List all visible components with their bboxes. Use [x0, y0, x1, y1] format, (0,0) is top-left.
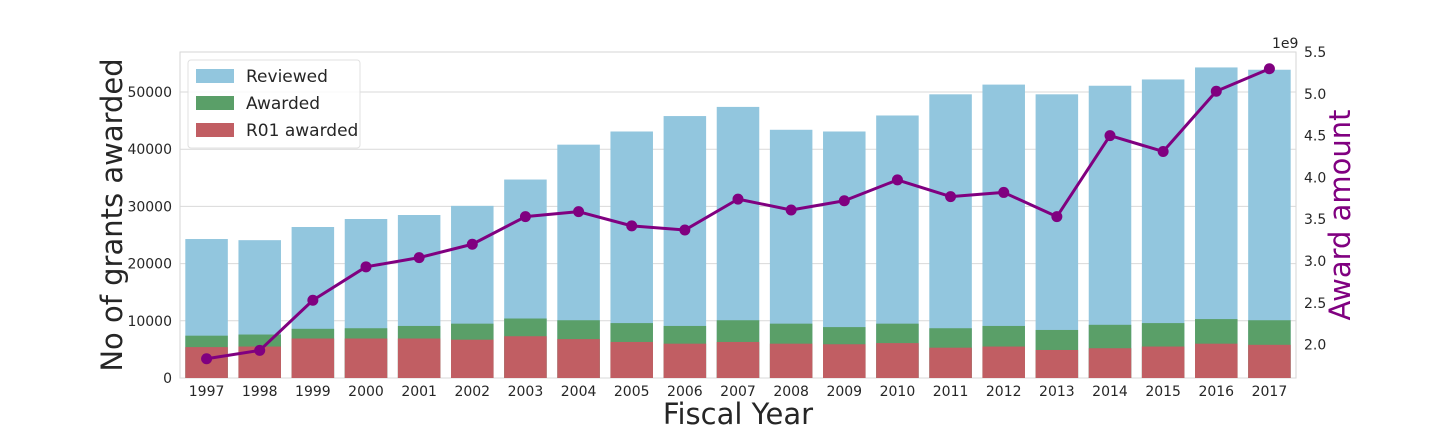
legend-swatch-r01-awarded: [196, 123, 234, 137]
award-point-2001: [413, 252, 425, 264]
bar-r01-awarded-2009: [823, 344, 866, 378]
award-point-2016: [1210, 85, 1222, 97]
bar-r01-awarded-2007: [716, 341, 760, 378]
xtick-label-2006: 2006: [667, 384, 703, 400]
ytick-label-1: 10000: [127, 314, 172, 330]
award-point-2013: [1051, 211, 1063, 223]
bar-r01-awarded-2016: [1195, 343, 1238, 378]
award-point-2007: [732, 193, 744, 205]
bar-r01-awarded-2006: [663, 343, 707, 378]
bar-r01-awarded-2004: [557, 339, 600, 378]
ytick-label-2: 20000: [127, 257, 172, 273]
bar-r01-awarded-2014: [1088, 348, 1132, 378]
y2-axis-title: Award amount: [1323, 109, 1357, 320]
award-point-2015: [1157, 145, 1169, 157]
x-axis-title: Fiscal Year: [663, 397, 813, 431]
xtick-label-2011: 2011: [933, 384, 969, 400]
award-point-2010: [891, 174, 903, 186]
award-point-2000: [360, 261, 372, 273]
xtick-label-2010: 2010: [880, 384, 916, 400]
award-point-2009: [838, 195, 850, 207]
y2-offset-label: 1e9: [1272, 36, 1298, 52]
award-point-2012: [998, 186, 1010, 198]
y2tick-label-7: 5.5: [1304, 45, 1326, 61]
xtick-label-2009: 2009: [826, 384, 862, 400]
y2tick-label-6: 5.0: [1304, 87, 1326, 103]
xtick-label-2012: 2012: [986, 384, 1022, 400]
xtick-label-2017: 2017: [1252, 384, 1288, 400]
bar-r01-awarded-2003: [504, 336, 547, 378]
legend-swatch-awarded: [196, 96, 234, 110]
ytick-label-3: 30000: [127, 199, 172, 215]
xtick-label-2001: 2001: [401, 384, 437, 400]
bar-r01-awarded-1999: [291, 338, 335, 378]
xtick-label-2003: 2003: [508, 384, 544, 400]
bar-r01-awarded-2010: [876, 343, 919, 378]
xtick-label-2004: 2004: [561, 384, 597, 400]
legend-label-reviewed: Reviewed: [246, 67, 328, 87]
bar-r01-awarded-2013: [1035, 349, 1079, 378]
award-point-2004: [573, 206, 585, 218]
bar-r01-awarded-2017: [1248, 344, 1291, 378]
xtick-label-2007: 2007: [720, 384, 756, 400]
y2tick-label-2: 3.0: [1304, 254, 1326, 270]
y2tick-label-1: 2.5: [1304, 296, 1326, 312]
xtick-label-2013: 2013: [1039, 384, 1075, 400]
bar-r01-awarded-2002: [451, 339, 494, 378]
ytick-label-4: 40000: [127, 142, 172, 158]
xtick-label-1999: 1999: [295, 384, 331, 400]
xtick-label-2000: 2000: [348, 384, 384, 400]
legend-label-awarded: Awarded: [246, 94, 320, 114]
award-point-2002: [466, 238, 478, 250]
award-point-2005: [626, 220, 638, 232]
bar-r01-awarded-2001: [397, 338, 441, 378]
bar-r01-awarded-2012: [982, 346, 1025, 378]
xtick-label-1997: 1997: [189, 384, 225, 400]
award-point-2003: [519, 211, 531, 223]
ytick-label-0: 0: [163, 371, 172, 387]
award-point-1999: [307, 294, 319, 306]
xtick-label-2005: 2005: [614, 384, 650, 400]
y2tick-label-5: 4.5: [1304, 129, 1326, 145]
award-point-2011: [945, 191, 957, 203]
award-point-2014: [1104, 130, 1116, 142]
legend-label-r01-awarded: R01 awarded: [246, 121, 358, 141]
y-axis-title: No of grants awarded: [95, 58, 129, 371]
award-point-2017: [1263, 63, 1275, 75]
xtick-label-2015: 2015: [1145, 384, 1181, 400]
xtick-label-1998: 1998: [242, 384, 278, 400]
award-point-2008: [785, 204, 797, 216]
bar-r01-awarded-2015: [1141, 346, 1185, 378]
ytick-label-5: 50000: [127, 85, 172, 101]
y2tick-label-4: 4.0: [1304, 170, 1326, 186]
xtick-label-2014: 2014: [1092, 384, 1128, 400]
xtick-label-2016: 2016: [1198, 384, 1234, 400]
xtick-label-2008: 2008: [773, 384, 809, 400]
bar-r01-awarded-2000: [344, 338, 388, 378]
award-point-1998: [254, 344, 266, 356]
bar-r01-awarded-2011: [929, 347, 972, 378]
award-point-1997: [201, 353, 213, 365]
bar-r01-awarded-2005: [610, 341, 653, 378]
y2tick-label-3: 3.5: [1304, 212, 1326, 228]
bar-r01-awarded-2008: [769, 343, 813, 378]
legend-swatch-reviewed: [196, 69, 234, 83]
xtick-label-2002: 2002: [454, 384, 490, 400]
y2tick-label-0: 2.0: [1304, 338, 1326, 354]
award-point-2006: [679, 224, 691, 236]
